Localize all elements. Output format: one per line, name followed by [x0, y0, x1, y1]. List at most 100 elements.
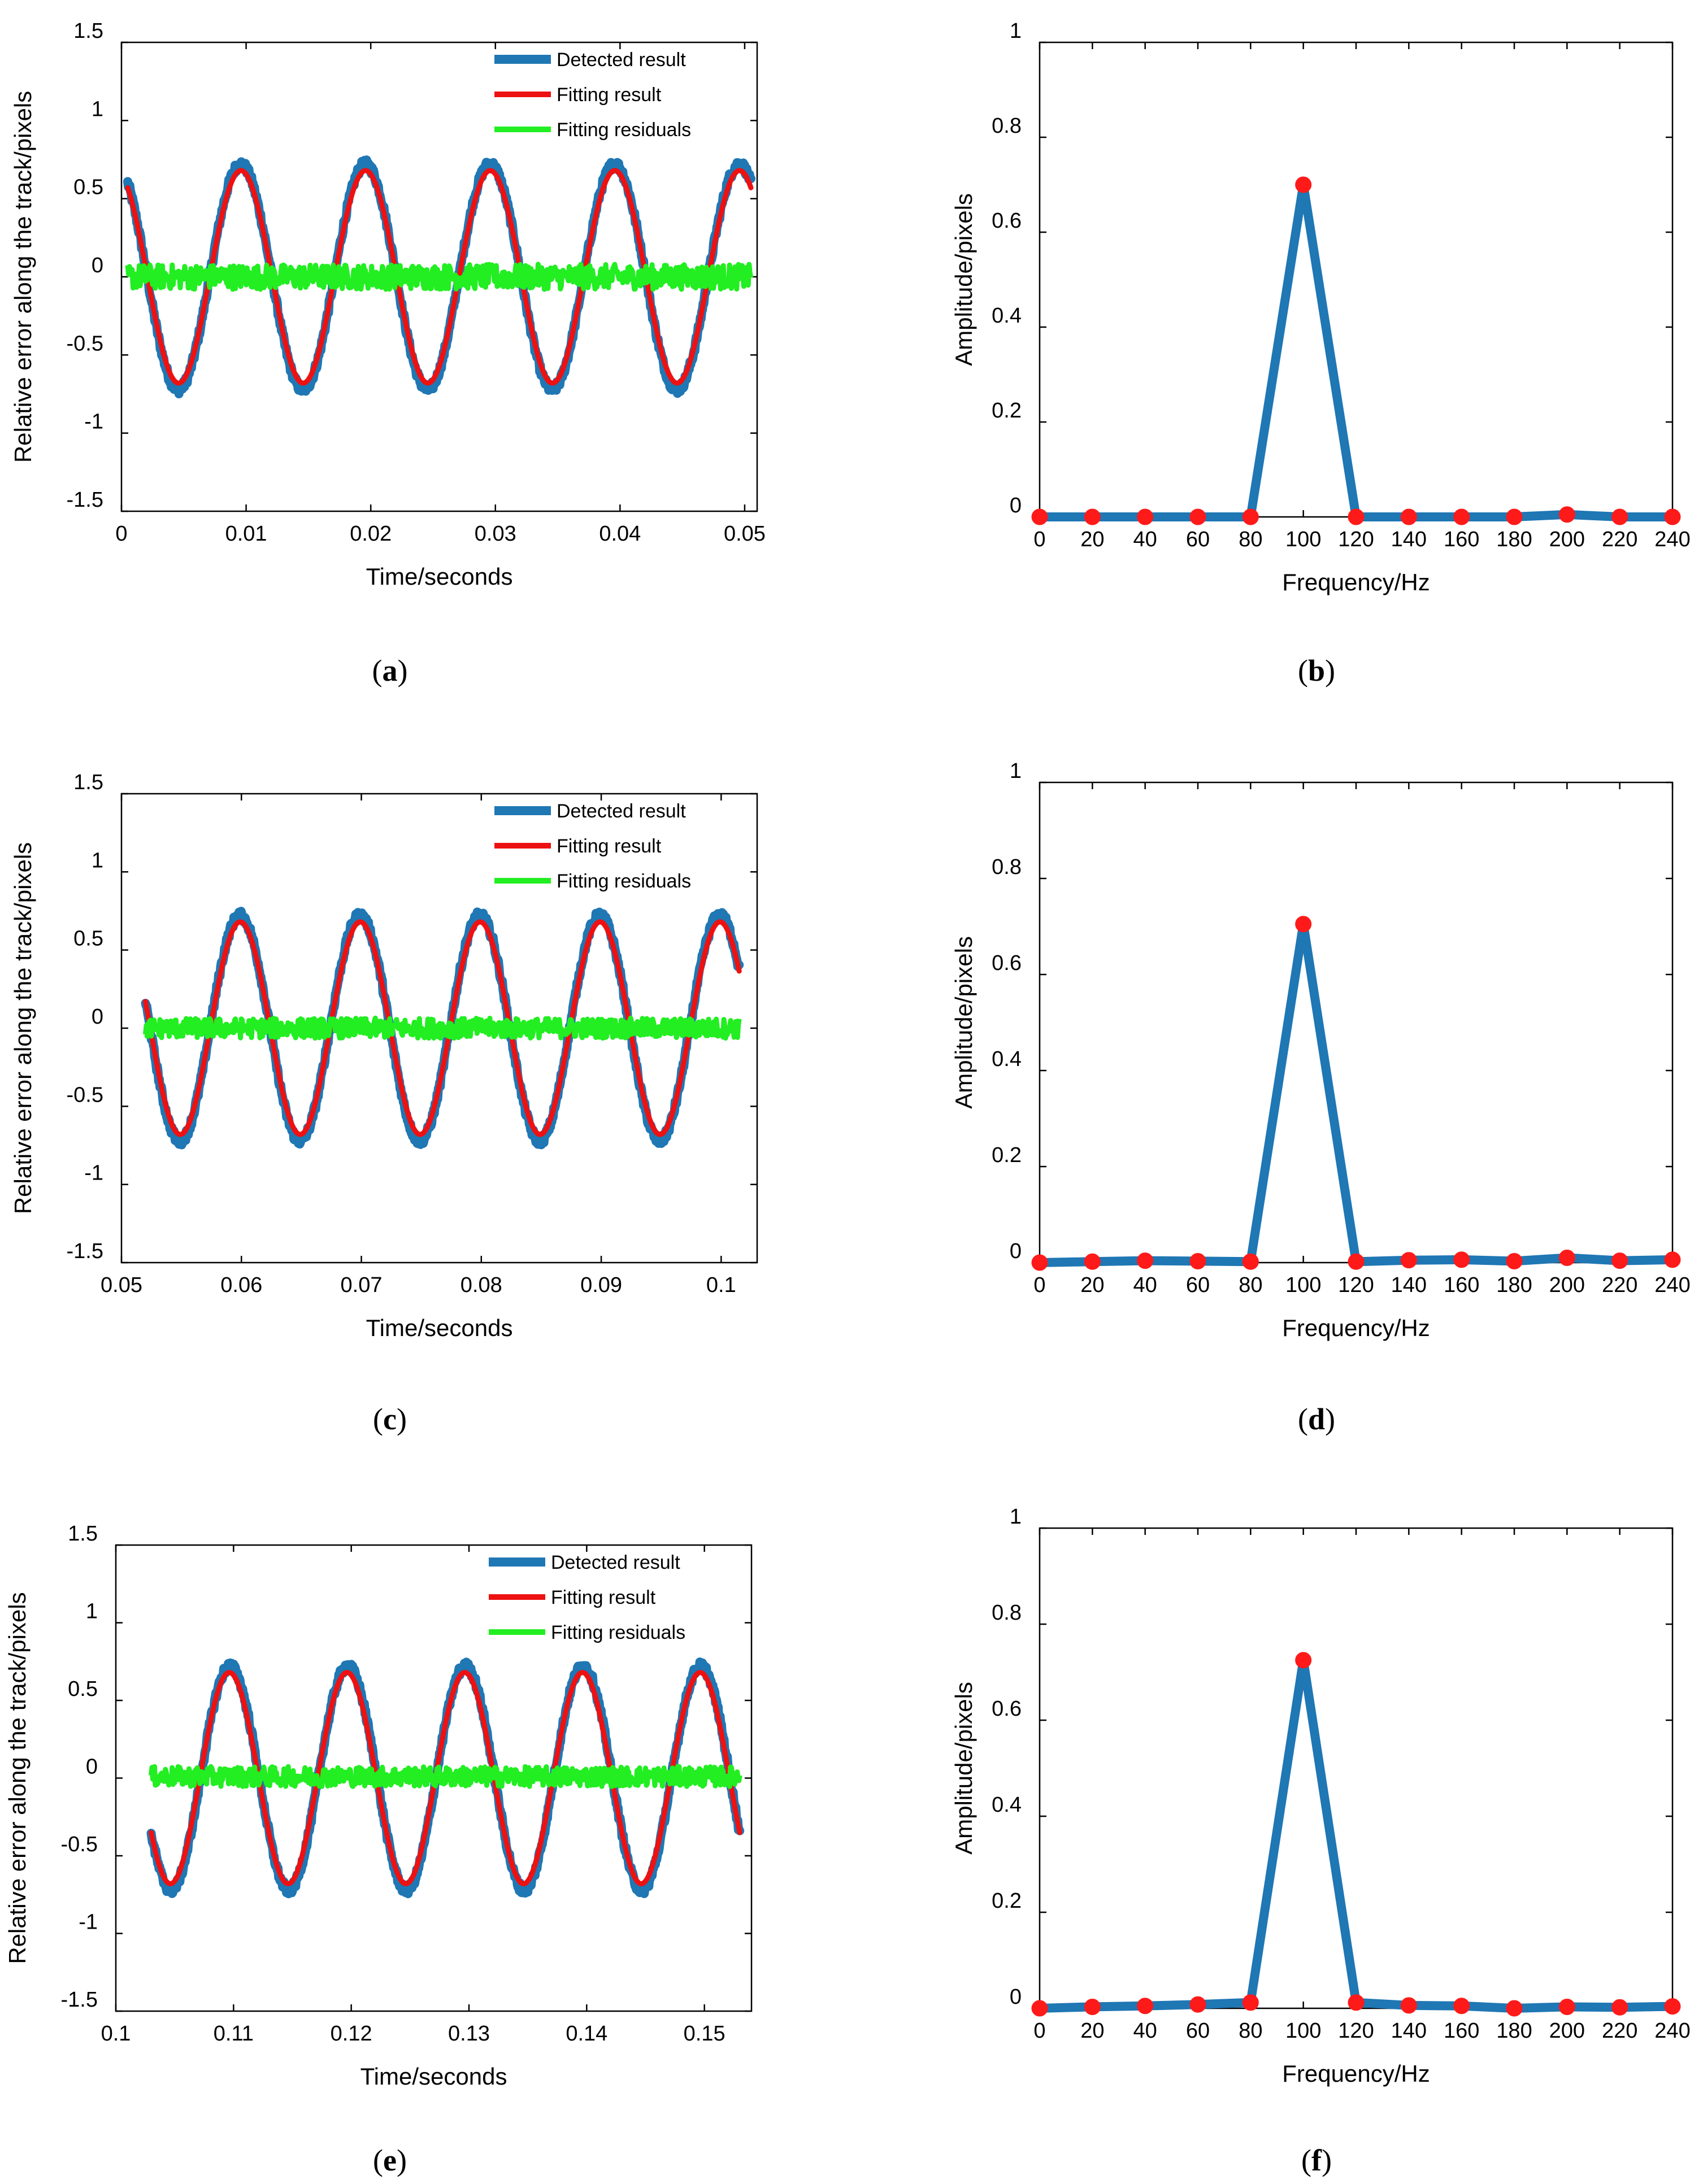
- spectrum-point: [1242, 1253, 1259, 1270]
- spectrum-point: [1611, 1999, 1628, 2016]
- y-tick-label: 0: [86, 1755, 98, 1779]
- x-tick-label: 80: [1239, 528, 1262, 551]
- legend-entry: Fitting residuals: [551, 1622, 685, 1643]
- x-tick-label: 0: [115, 522, 127, 546]
- x-axis-label: Frequency/Hz: [1282, 1315, 1430, 1341]
- x-tick-label: 140: [1391, 2019, 1427, 2043]
- x-tick-label: 220: [1602, 1273, 1637, 1297]
- panels: 0 0.01 0.02 0.03 0.04 0.05 -1.5 -1 -0.5 0 0.5 1 1.5 T…: [4, 19, 1691, 2090]
- spectrum-point: [1453, 1251, 1470, 1268]
- x-tick-label: 160: [1444, 528, 1479, 551]
- y-tick-label: 0.8: [992, 1601, 1022, 1625]
- x-tick-label: 60: [1186, 2019, 1210, 2043]
- x-tick-label: 0.02: [350, 522, 392, 546]
- x-axis-label: Time/seconds: [360, 2063, 507, 2090]
- legend-entry: Fitting result: [551, 1587, 656, 1608]
- y-tick-label: 1: [1010, 19, 1022, 43]
- x-tick-label: 160: [1444, 2019, 1479, 2043]
- y-axis-label: Relative error along the track/pixels: [10, 842, 36, 1214]
- spectrum-point: [1137, 1998, 1154, 2015]
- x-tick-label: 180: [1496, 2019, 1532, 2043]
- y-axis-label: Relative error along the track/pixels: [10, 91, 36, 463]
- x-tick-label: 0.05: [724, 522, 766, 546]
- chart-b: 0 20 40 60 80 100 120 140 160 180 200 220 240 0 0.2 0.4…: [950, 19, 1691, 595]
- chart-c: 0.05 0.06 0.07 0.08 0.09 0.1 -1.5 -1 -0.5 0 0.5 1 1.…: [10, 771, 758, 1341]
- x-tick-label: 240: [1654, 2019, 1690, 2043]
- y-tick-label: 0.8: [992, 114, 1022, 138]
- spectrum-point: [1400, 508, 1417, 525]
- caption-a: (a): [372, 654, 408, 688]
- spectrum-point: [1558, 506, 1575, 523]
- y-axis-label: Amplitude/pixels: [950, 1682, 977, 1855]
- spectrum-point: [1664, 1998, 1681, 2015]
- spectrum-point: [1348, 1994, 1365, 2011]
- legend-entry: Detected result: [557, 800, 686, 822]
- x-tick-label: 0.05: [101, 1273, 142, 1297]
- x-axis-label: Frequency/Hz: [1282, 2060, 1430, 2087]
- spectrum-point: [1453, 508, 1470, 525]
- x-tick-label: 0.14: [566, 2022, 607, 2046]
- x-tick-label: 120: [1338, 1273, 1374, 1297]
- spectrum-point: [1084, 508, 1101, 525]
- y-tick-label: -0.5: [67, 1083, 103, 1107]
- spectrum-point: [1084, 1253, 1101, 1270]
- spectrum-point: [1295, 1652, 1312, 1669]
- y-tick-label: -1.5: [67, 1239, 103, 1263]
- spectrum-point: [1506, 2000, 1523, 2017]
- x-tick-label: 0.06: [220, 1273, 262, 1297]
- spectrum-point: [1558, 1998, 1575, 2015]
- series-residuals-line: [143, 1015, 742, 1041]
- legend-entry: Fitting result: [557, 836, 662, 857]
- x-tick-label: 240: [1654, 528, 1690, 551]
- y-tick-label: -1: [84, 1161, 103, 1185]
- x-tick-label: 0.1: [706, 1273, 736, 1297]
- spectrum-point: [1348, 508, 1365, 525]
- x-tick-label: 0.03: [475, 522, 516, 546]
- spectrum-point: [1137, 508, 1154, 525]
- y-tick-label: 0.2: [992, 1889, 1022, 1913]
- y-tick-label: 0.4: [992, 1047, 1022, 1071]
- x-axis-label: Frequency/Hz: [1282, 569, 1430, 595]
- y-tick-label: 0.4: [992, 1793, 1022, 1817]
- spectrum-point: [1558, 1250, 1575, 1266]
- spectrum-point: [1189, 1252, 1206, 1269]
- x-tick-label: 160: [1444, 1273, 1479, 1297]
- series-residuals-line: [149, 1764, 742, 1789]
- y-tick-label: -0.5: [67, 332, 103, 355]
- spectrum-point: [1189, 1996, 1206, 2013]
- series-fitting-line: [143, 919, 742, 1137]
- x-tick-label: 220: [1602, 2019, 1637, 2043]
- y-tick-label: 0: [1010, 1239, 1022, 1263]
- x-tick-label: 140: [1391, 528, 1427, 551]
- x-tick-label: 120: [1338, 528, 1374, 551]
- x-tick-label: 40: [1133, 1273, 1157, 1297]
- chart-a: 0 0.01 0.02 0.03 0.04 0.05 -1.5 -1 -0.5 0 0.5 1 1.5 T…: [10, 19, 766, 590]
- x-tick-label: 0.11: [214, 2022, 254, 2046]
- x-tick-label: 60: [1186, 528, 1210, 551]
- y-tick-label: 1: [92, 849, 103, 872]
- x-tick-label: 0.13: [448, 2022, 490, 2046]
- x-tick-label: 180: [1496, 528, 1532, 551]
- x-tick-label: 0: [1033, 1273, 1045, 1297]
- x-axis-label: Time/seconds: [366, 1315, 513, 1341]
- y-tick-label: -1.5: [61, 1988, 98, 2012]
- y-tick-label: 0.4: [992, 304, 1022, 328]
- x-tick-label: 240: [1654, 1273, 1690, 1297]
- spectrum-point: [1295, 176, 1312, 193]
- y-tick-label: 0.6: [992, 209, 1022, 233]
- x-tick-label: 80: [1239, 2019, 1262, 2043]
- legend-entry: Fitting result: [557, 84, 662, 106]
- y-tick-label: 1: [1010, 1505, 1022, 1529]
- spectrum-point: [1084, 1998, 1101, 2015]
- y-tick-label: 1: [92, 97, 103, 121]
- x-tick-label: 80: [1239, 1273, 1262, 1297]
- spectrum-point: [1295, 916, 1312, 933]
- caption-d: (d): [1298, 1402, 1335, 1436]
- y-tick-label: 0.2: [992, 1143, 1022, 1167]
- spectrum-point: [1453, 1998, 1470, 2015]
- y-tick-label: 0.2: [992, 399, 1022, 423]
- spectrum-point: [1611, 1252, 1628, 1269]
- caption-f: (f): [1301, 2143, 1332, 2177]
- y-tick-label: 0: [1010, 1985, 1022, 2009]
